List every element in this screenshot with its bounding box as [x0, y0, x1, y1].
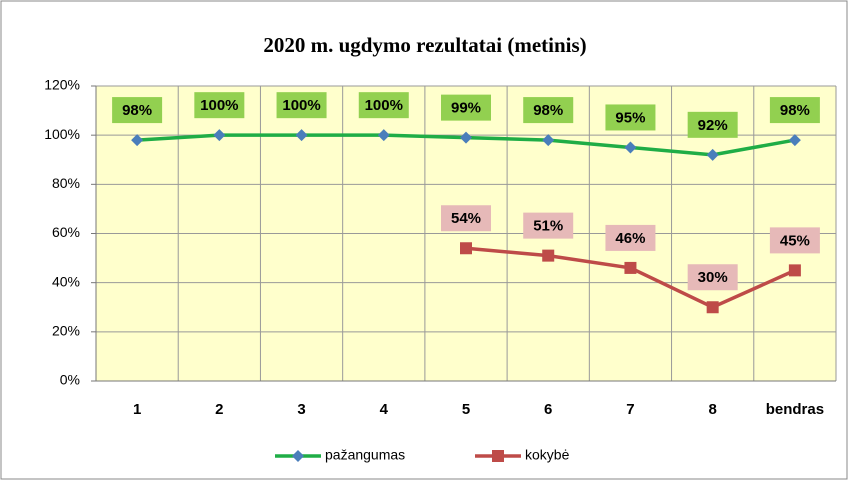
- x-tick-label: 5: [462, 401, 470, 418]
- series-marker: [788, 264, 801, 277]
- data-label-box: [769, 227, 820, 254]
- data-label-box: [523, 212, 574, 239]
- data-label: 30%: [698, 269, 728, 286]
- data-label: 99%: [451, 100, 481, 117]
- series-marker: [377, 129, 390, 142]
- data-label-box: [605, 224, 656, 251]
- data-label-box: [112, 97, 163, 124]
- series-marker: [788, 134, 801, 147]
- data-label: 100%: [200, 97, 238, 114]
- data-label: 100%: [282, 97, 320, 114]
- series-marker: [213, 129, 226, 142]
- data-label-box: [769, 97, 820, 124]
- series-marker: [542, 134, 555, 147]
- legend-label: pažangumas: [325, 447, 405, 463]
- data-label: 98%: [122, 102, 152, 119]
- data-label: 92%: [698, 117, 728, 134]
- y-tick-label: 80%: [52, 175, 80, 191]
- series-marker: [624, 141, 637, 154]
- x-tick-label: 3: [297, 401, 305, 418]
- y-tick-label: 0%: [60, 372, 80, 388]
- series-marker: [460, 131, 472, 144]
- data-label: 100%: [365, 97, 403, 114]
- data-label-box: [276, 92, 327, 119]
- x-tick-label: 7: [626, 401, 634, 418]
- data-label: 45%: [780, 232, 810, 249]
- series-marker: [706, 301, 719, 314]
- x-tick-label: 6: [544, 401, 552, 418]
- legend-label: kokybė: [525, 447, 570, 463]
- chart-title: 2020 m. ugdymo rezultatai (metinis): [263, 33, 586, 57]
- data-label-box: [358, 92, 409, 119]
- series-marker: [295, 129, 308, 142]
- data-label: 51%: [533, 218, 563, 235]
- data-label-box: [605, 104, 656, 131]
- series-marker: [131, 134, 144, 147]
- data-label-box: [441, 205, 491, 232]
- data-label-box: [687, 111, 738, 138]
- x-tick-label: 1: [133, 401, 141, 418]
- legend-marker: [492, 450, 504, 462]
- x-tick-label: bendras: [766, 401, 824, 418]
- y-tick-label: 40%: [52, 273, 80, 289]
- data-label: 46%: [615, 230, 645, 247]
- x-tick-label: 8: [708, 401, 716, 418]
- series-marker: [460, 242, 472, 255]
- y-tick-label: 120%: [44, 77, 80, 93]
- data-label-box: [441, 94, 491, 121]
- data-label: 95%: [615, 109, 645, 126]
- y-tick-label: 20%: [52, 323, 80, 339]
- data-label-box: [687, 264, 738, 291]
- data-label: 54%: [451, 210, 481, 227]
- series-marker: [624, 261, 637, 274]
- series-marker: [542, 249, 555, 262]
- legend-marker: [292, 450, 304, 462]
- series-marker: [706, 148, 719, 161]
- data-label-box: [194, 92, 245, 119]
- data-label: 98%: [780, 102, 810, 119]
- data-label: 98%: [533, 102, 563, 119]
- x-tick-label: 4: [380, 401, 389, 418]
- data-label-box: [523, 97, 574, 124]
- y-tick-label: 60%: [52, 224, 80, 240]
- y-tick-label: 100%: [44, 126, 80, 142]
- x-tick-label: 2: [215, 401, 223, 418]
